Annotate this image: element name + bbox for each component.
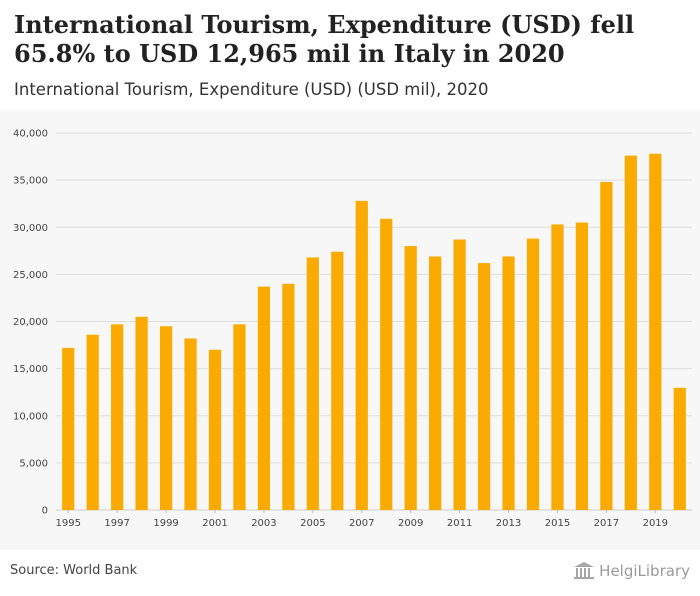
- bar-2016: [575, 222, 589, 510]
- bar-2008: [380, 218, 393, 510]
- source-note: Source: World Bank: [10, 563, 138, 578]
- y-tick-label: 35,000: [13, 176, 48, 187]
- bar-2007: [355, 200, 368, 511]
- bar-2015: [551, 224, 564, 511]
- chart-title: International Tourism, Expenditure (USD)…: [14, 10, 635, 68]
- x-tick-label: 2017: [594, 518, 619, 529]
- bar-1998: [135, 316, 148, 510]
- bar-2010: [429, 256, 442, 510]
- x-tick-label: 2019: [643, 518, 668, 529]
- x-tick-label: 2011: [447, 518, 472, 529]
- bar-1999: [159, 326, 173, 510]
- bar-chart: 0 5,000 10,000 15,000 20,000 25,000 30,000 35,0…: [13, 129, 692, 529]
- y-tick-label: 5,000: [19, 458, 48, 469]
- x-tick-label: 2005: [300, 518, 325, 529]
- x-tick-label: 2001: [202, 518, 227, 529]
- x-tick-label: 2003: [251, 518, 276, 529]
- chart-subtitle: International Tourism, Expenditure (USD)…: [14, 80, 489, 99]
- bar-2019: [649, 153, 662, 511]
- x-tick-label: 2007: [349, 518, 374, 529]
- bar-2003: [257, 286, 271, 510]
- bar-2012: [477, 263, 491, 510]
- x-tick-label: 1997: [104, 518, 129, 529]
- y-tick-label: 25,000: [13, 270, 48, 281]
- brand-name: HelgiLibrary: [599, 562, 690, 580]
- y-tick-label: 15,000: [13, 364, 48, 375]
- bar-2005: [306, 257, 319, 510]
- bar-2018: [624, 155, 637, 510]
- bar-2013: [502, 256, 515, 510]
- x-tick-label: 1995: [56, 518, 81, 529]
- bar-1996: [86, 334, 99, 510]
- library-icon: [574, 562, 595, 579]
- bar-2014: [526, 238, 540, 510]
- y-tick-label: 10,000: [13, 411, 48, 422]
- y-tick-label: 30,000: [13, 223, 48, 234]
- y-tick-label: 40,000: [13, 129, 48, 140]
- bar-2001: [208, 349, 222, 510]
- x-tick-label: 2013: [496, 518, 521, 529]
- bar-1995: [62, 347, 75, 510]
- bar-2011: [453, 239, 466, 510]
- bar-2020: [673, 387, 686, 510]
- brand-logo: HelgiLibrary: [573, 562, 690, 580]
- x-tick-label: 2009: [398, 518, 423, 529]
- bar-2002: [233, 324, 246, 510]
- bar-2000: [184, 338, 197, 510]
- bar-2009: [404, 246, 417, 510]
- x-tick-label: 2015: [545, 518, 570, 529]
- bar-2006: [331, 251, 344, 510]
- y-tick-label: 20,000: [13, 317, 48, 328]
- bar-1997: [111, 324, 124, 510]
- bar-2017: [600, 182, 613, 510]
- x-tick-label: 1999: [153, 518, 178, 529]
- y-tick-label: 0: [42, 506, 48, 517]
- bar-2004: [282, 283, 295, 510]
